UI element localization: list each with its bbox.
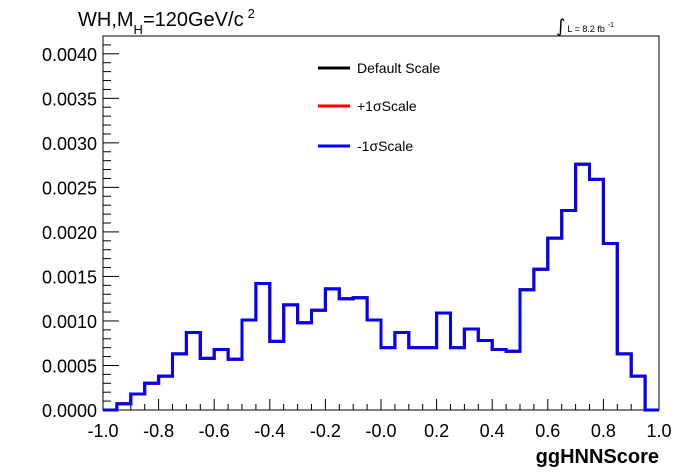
- x-tick-label: -0.0: [365, 421, 396, 441]
- y-tick-label: 0.0010: [42, 312, 97, 332]
- lumi-superscript: -1: [608, 22, 614, 29]
- lumi-integral-symbol: ∫: [556, 16, 565, 37]
- x-tick-label: 0.4: [480, 421, 505, 441]
- legend: Default Scale +1σScale -1σScale: [318, 60, 440, 154]
- series-group: [103, 162, 659, 412]
- x-tick-label: 0.8: [591, 421, 616, 441]
- x-tick-label: -0.6: [199, 421, 230, 441]
- chart-title-subscript: H: [134, 22, 143, 37]
- y-tick-label: 0.0025: [42, 178, 97, 198]
- chart-title-suffix: =120GeV/c: [143, 9, 244, 31]
- axes: -1.0 -0.8 -0.6 -0.4 -0.2 -0.0 0.2 0.4 0.6 0.8 1.0 0…: [42, 35, 672, 441]
- y-tick-label: 0.0000: [42, 401, 97, 421]
- legend-label-2: -1σScale: [357, 138, 413, 154]
- x-tick-label: 0.2: [424, 421, 449, 441]
- lumi-text: L = 8.2 fb: [567, 24, 604, 34]
- chart-title: WH,MH=120GeV/c 2: [78, 6, 255, 37]
- chart-title-superscript: 2: [248, 6, 255, 21]
- x-tick-label: -0.8: [143, 421, 174, 441]
- legend-label-0: Default Scale: [357, 60, 440, 76]
- x-tick-label: 0.6: [535, 421, 560, 441]
- lumi-label: ∫ L = 8.2 fb -1: [556, 16, 614, 37]
- y-tick-label: 0.0030: [42, 134, 97, 154]
- chart-title-prefix: WH,M: [78, 9, 134, 31]
- y-tick-label: 0.0020: [42, 223, 97, 243]
- x-tick-label: -0.4: [254, 421, 285, 441]
- legend-label-1: +1σScale: [357, 98, 417, 114]
- y-tick-label: 0.0005: [42, 356, 97, 376]
- x-axis-title: ggHNNScore: [536, 446, 659, 468]
- y-tick-label: 0.0035: [42, 89, 97, 109]
- x-tick-label: -0.2: [310, 421, 341, 441]
- y-tick-label: 0.0015: [42, 267, 97, 287]
- y-tick-label: 0.0040: [42, 45, 97, 65]
- x-tick-label: 1.0: [646, 421, 671, 441]
- series-line-2: [103, 162, 659, 412]
- x-tick-label: -1.0: [87, 421, 118, 441]
